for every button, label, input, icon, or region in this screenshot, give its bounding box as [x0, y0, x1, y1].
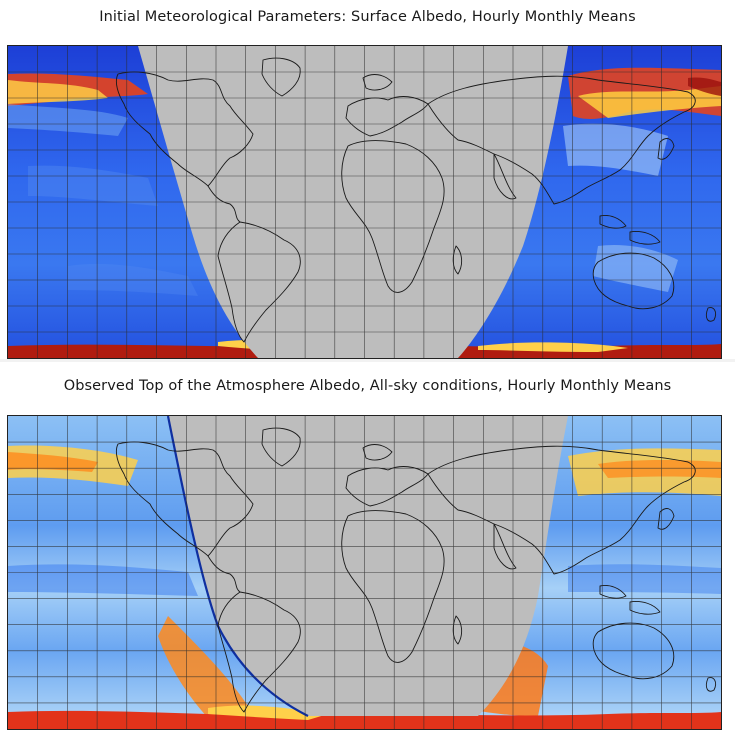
lat-lon-grid [8, 46, 721, 358]
albedo-high-region [578, 86, 721, 118]
albedo-map [7, 45, 722, 359]
panel-title: Initial Meteorological Parameters: Surfa… [99, 9, 636, 25]
albedo-mid-region [568, 564, 721, 594]
terminator-line [166, 416, 309, 717]
albedo-high-region [158, 616, 248, 718]
panel-toa-albedo: Observed Top of the Atmosphere Albedo, A… [0, 362, 735, 737]
antarctic-ice [478, 342, 628, 352]
coastlines [115, 57, 717, 343]
panel-surface-albedo: Initial Meteorological Parameters: Surfa… [0, 0, 735, 360]
panel-separator [0, 359, 735, 362]
albedo-high-region [688, 77, 721, 96]
antarctic-ice [208, 705, 328, 720]
night-side-region [168, 416, 568, 716]
lat-lon-grid [8, 416, 721, 729]
panel-title: Observed Top of the Atmosphere Albedo, A… [63, 378, 672, 394]
albedo-high-region [8, 452, 98, 472]
albedo-map [7, 415, 722, 730]
albedo-high-region [598, 460, 721, 478]
coastlines [115, 427, 717, 713]
